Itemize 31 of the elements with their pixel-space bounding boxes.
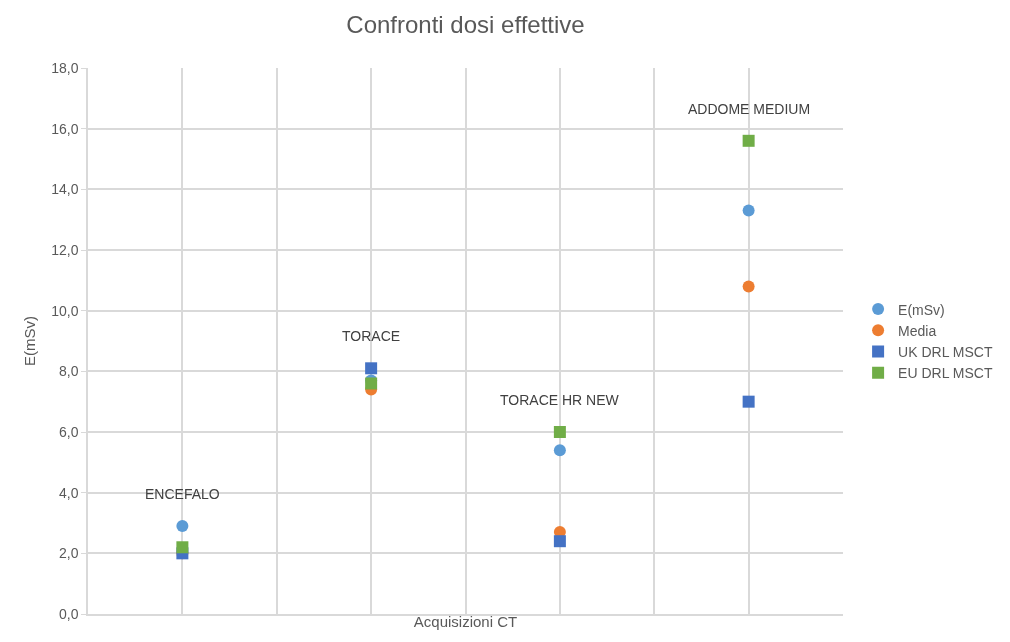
y-tick-label: 12,0 bbox=[51, 241, 79, 258]
y-tick-label: 14,0 bbox=[51, 181, 79, 198]
y-tick-label: 6,0 bbox=[58, 423, 79, 440]
y-tick-label: 0,0 bbox=[58, 605, 79, 622]
y-tick-label: 16,0 bbox=[51, 120, 79, 137]
legend-label: EU DRL MSCT bbox=[898, 365, 993, 382]
y-tick-label: 8,0 bbox=[58, 363, 79, 380]
point bbox=[365, 362, 378, 375]
y-tick-label: 18,0 bbox=[51, 59, 79, 76]
point bbox=[742, 204, 755, 217]
point bbox=[176, 541, 189, 554]
point bbox=[553, 444, 566, 457]
point bbox=[553, 426, 566, 438]
point bbox=[742, 280, 755, 293]
legend-label: E(mSv) bbox=[898, 301, 945, 318]
point bbox=[742, 395, 755, 408]
y-tick-label: 10,0 bbox=[51, 302, 79, 319]
annotation: TORACE bbox=[342, 328, 401, 344]
y-tick-label: 4,0 bbox=[58, 484, 79, 501]
point bbox=[176, 520, 189, 533]
point bbox=[553, 535, 566, 548]
y-tick-label: 2,0 bbox=[58, 545, 79, 562]
annotation: TORACE HR NEW bbox=[500, 392, 620, 408]
y-axis-title: E(mSv) bbox=[20, 316, 38, 366]
legend-label: UK DRL MSCT bbox=[898, 343, 993, 360]
legend-label: Media bbox=[898, 322, 937, 339]
x-axis-title: Acquisizioni CT bbox=[413, 613, 518, 631]
chart-title: Confronti dosi effettive bbox=[346, 10, 585, 38]
annotation: ENCEFALO bbox=[145, 486, 220, 502]
annotation: ADDOME MEDIUM bbox=[688, 101, 811, 117]
point bbox=[742, 134, 755, 147]
